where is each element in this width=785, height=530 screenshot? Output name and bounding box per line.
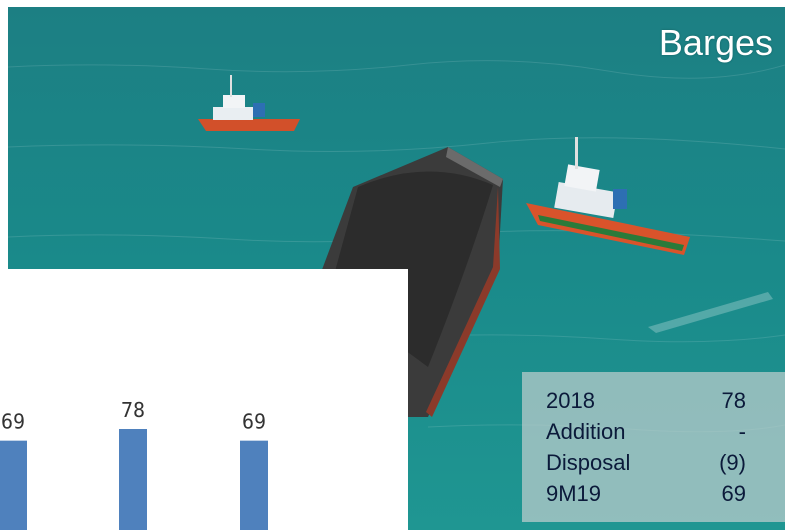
bar-data-label-1: 69 xyxy=(1,410,25,434)
tugboat-large xyxy=(526,137,690,255)
bar-data-label-2: 78 xyxy=(121,398,145,422)
fleet-row-label: Addition xyxy=(546,419,626,444)
fleet-row-label: 9M19 xyxy=(546,481,602,506)
bar-data-label-3: 69 xyxy=(242,410,266,434)
fleet-row-value: - xyxy=(738,419,746,444)
fleet-row-disposal: Disposal (9) xyxy=(546,450,746,480)
fleet-row-value: 69 xyxy=(721,481,746,506)
bar-2 xyxy=(119,429,147,530)
bar-1 xyxy=(0,440,27,530)
fleet-row-value: 78 xyxy=(721,388,746,413)
fleet-row-addition: Addition - xyxy=(546,419,746,449)
bar-chart-panel: 69 78 69 xyxy=(0,269,408,530)
barge-fleet-table: 2018 78 Addition - Disposal (9) 9M19 69 xyxy=(522,372,785,522)
fleet-row-9m19: 9M19 69 xyxy=(546,481,746,511)
bar-chart: 69 78 69 xyxy=(0,398,268,530)
fleet-row-label: Disposal xyxy=(546,450,631,475)
photo-title: Barges xyxy=(658,22,773,63)
tugboat-small xyxy=(198,75,300,131)
fleet-row-label: 2018 xyxy=(546,388,595,413)
bar-3 xyxy=(240,440,268,530)
fleet-row-2018: 2018 78 xyxy=(546,388,746,418)
fleet-row-value: (9) xyxy=(719,450,746,475)
